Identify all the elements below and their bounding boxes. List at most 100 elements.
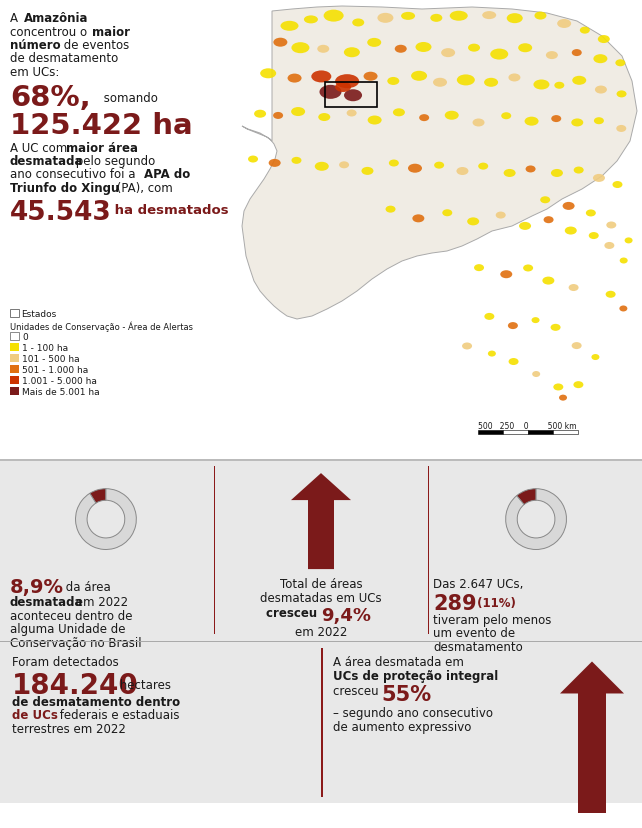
Bar bbox=[0, 642, 642, 803]
Text: cresceu: cresceu bbox=[266, 606, 321, 619]
Ellipse shape bbox=[532, 318, 539, 324]
Text: 45.543: 45.543 bbox=[10, 200, 112, 225]
Ellipse shape bbox=[467, 218, 479, 226]
Ellipse shape bbox=[430, 15, 442, 23]
Ellipse shape bbox=[572, 50, 582, 57]
Polygon shape bbox=[242, 7, 637, 320]
Ellipse shape bbox=[507, 14, 523, 24]
Text: de desmatamento: de desmatamento bbox=[10, 52, 118, 65]
Ellipse shape bbox=[526, 166, 535, 173]
Ellipse shape bbox=[616, 91, 627, 99]
Text: 9,4%: 9,4% bbox=[321, 606, 371, 624]
Polygon shape bbox=[291, 474, 351, 570]
Text: Total de áreas: Total de áreas bbox=[280, 577, 362, 590]
Text: Foram detectados: Foram detectados bbox=[12, 656, 119, 669]
Text: tiveram pelo menos: tiveram pelo menos bbox=[433, 613, 551, 626]
Ellipse shape bbox=[442, 210, 452, 217]
Ellipse shape bbox=[304, 17, 318, 24]
Ellipse shape bbox=[540, 197, 550, 204]
Text: número: número bbox=[10, 39, 60, 52]
Ellipse shape bbox=[503, 170, 516, 178]
Bar bbox=[10, 388, 19, 396]
Text: desmatadas em UCs: desmatadas em UCs bbox=[260, 591, 382, 604]
Ellipse shape bbox=[433, 79, 447, 88]
Ellipse shape bbox=[593, 55, 607, 64]
Ellipse shape bbox=[572, 77, 586, 85]
Text: 55%: 55% bbox=[381, 685, 431, 705]
Ellipse shape bbox=[408, 165, 422, 174]
Ellipse shape bbox=[554, 83, 564, 89]
Bar bbox=[10, 365, 19, 373]
Ellipse shape bbox=[318, 114, 330, 122]
Text: desmatada: desmatada bbox=[10, 155, 83, 168]
Ellipse shape bbox=[415, 43, 431, 53]
Ellipse shape bbox=[571, 343, 582, 349]
Ellipse shape bbox=[615, 60, 625, 67]
Ellipse shape bbox=[490, 50, 508, 60]
Ellipse shape bbox=[363, 73, 377, 82]
Text: Das 2.647 UCs,: Das 2.647 UCs, bbox=[433, 577, 524, 590]
Ellipse shape bbox=[317, 46, 329, 54]
Bar bbox=[199, 0, 642, 460]
Ellipse shape bbox=[324, 11, 343, 22]
Text: Mais de 5.001 ha: Mais de 5.001 ha bbox=[22, 388, 100, 397]
Bar bbox=[503, 431, 528, 435]
Ellipse shape bbox=[281, 22, 299, 31]
Ellipse shape bbox=[291, 108, 305, 117]
Ellipse shape bbox=[508, 75, 521, 82]
Ellipse shape bbox=[335, 75, 359, 89]
Ellipse shape bbox=[248, 156, 258, 163]
Ellipse shape bbox=[344, 90, 362, 102]
Text: hectares: hectares bbox=[116, 678, 171, 691]
Ellipse shape bbox=[562, 203, 575, 210]
Bar bbox=[553, 431, 578, 435]
Ellipse shape bbox=[551, 325, 560, 331]
Ellipse shape bbox=[368, 117, 381, 125]
Text: terrestres em 2022: terrestres em 2022 bbox=[12, 722, 126, 735]
Text: de eventos: de eventos bbox=[60, 39, 129, 52]
Text: 500   250    0        500 km: 500 250 0 500 km bbox=[478, 421, 577, 431]
Text: 1 - 100 ha: 1 - 100 ha bbox=[22, 344, 68, 353]
Text: em UCs:: em UCs: bbox=[10, 66, 59, 79]
Ellipse shape bbox=[542, 277, 555, 285]
Ellipse shape bbox=[508, 323, 518, 330]
Ellipse shape bbox=[573, 382, 584, 388]
Ellipse shape bbox=[534, 12, 546, 21]
Ellipse shape bbox=[347, 110, 356, 118]
Ellipse shape bbox=[389, 161, 399, 167]
Ellipse shape bbox=[482, 12, 496, 20]
Ellipse shape bbox=[496, 212, 506, 219]
Ellipse shape bbox=[593, 175, 605, 183]
Ellipse shape bbox=[254, 111, 266, 118]
Ellipse shape bbox=[441, 49, 455, 58]
Ellipse shape bbox=[551, 170, 563, 178]
Text: alguma Unidade de: alguma Unidade de bbox=[10, 623, 125, 635]
Text: desmatamento: desmatamento bbox=[433, 640, 523, 652]
Text: federais e estaduais: federais e estaduais bbox=[56, 709, 180, 722]
Ellipse shape bbox=[565, 227, 577, 235]
Ellipse shape bbox=[484, 79, 498, 88]
Bar bbox=[214, 467, 215, 634]
Text: 8,9%: 8,9% bbox=[10, 577, 64, 596]
Ellipse shape bbox=[586, 210, 596, 217]
Ellipse shape bbox=[553, 384, 563, 391]
Ellipse shape bbox=[500, 271, 512, 279]
Ellipse shape bbox=[419, 115, 429, 122]
Text: concentrou o: concentrou o bbox=[10, 26, 91, 38]
Bar bbox=[325, 83, 377, 108]
Ellipse shape bbox=[606, 222, 616, 229]
Text: 184.240: 184.240 bbox=[12, 672, 139, 699]
Ellipse shape bbox=[291, 157, 302, 165]
Text: de aumento expressivo: de aumento expressivo bbox=[333, 720, 471, 733]
Ellipse shape bbox=[335, 83, 351, 93]
Wedge shape bbox=[76, 489, 136, 550]
Ellipse shape bbox=[620, 258, 628, 264]
Ellipse shape bbox=[344, 48, 360, 58]
Ellipse shape bbox=[361, 168, 374, 176]
Ellipse shape bbox=[580, 27, 590, 35]
Ellipse shape bbox=[574, 167, 584, 175]
Ellipse shape bbox=[518, 44, 532, 53]
Ellipse shape bbox=[534, 80, 550, 90]
Ellipse shape bbox=[367, 39, 381, 48]
Ellipse shape bbox=[544, 217, 553, 224]
